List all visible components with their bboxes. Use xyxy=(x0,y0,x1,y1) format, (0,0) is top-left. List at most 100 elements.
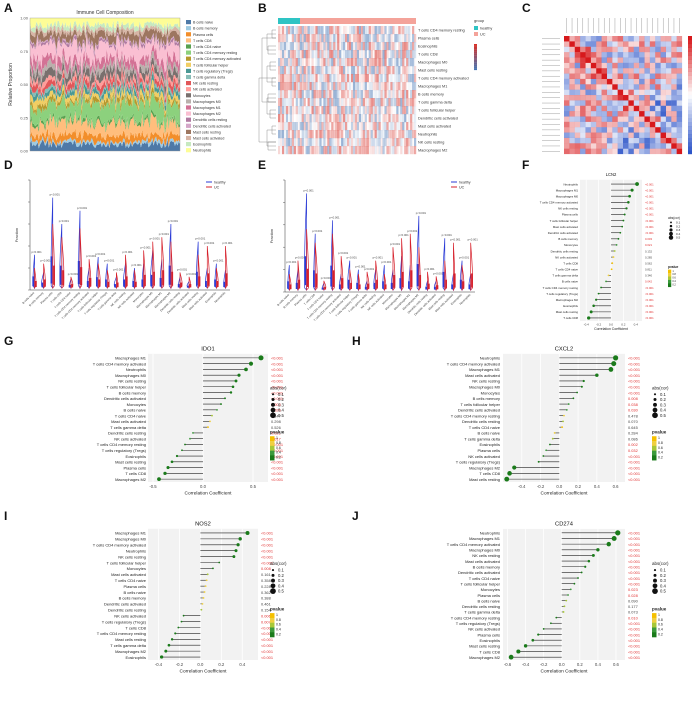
panel-c-corr-cell xyxy=(612,95,618,101)
panel-b-heat-cell xyxy=(327,106,330,115)
lollipop-point xyxy=(216,408,218,411)
panel-b-heat-cell xyxy=(370,138,373,147)
violin-box xyxy=(59,265,62,285)
panel-b-heat-cell xyxy=(323,42,326,51)
lollipop-row-label: T cells CD4 memory resting xyxy=(543,286,579,290)
panel-b-heat-cell xyxy=(370,74,373,83)
panel-b-heat-cell xyxy=(333,42,336,51)
panel-b-heat-cell xyxy=(311,106,314,115)
panel-c-corr-cell xyxy=(564,148,570,155)
lollipop-size-legend-dot xyxy=(670,221,672,224)
panel-c-corr-cell xyxy=(660,121,667,128)
panel-b-heat-cell xyxy=(354,98,358,107)
panel-b-heat-cell xyxy=(358,50,361,59)
panel-b-heat-cell xyxy=(335,90,338,99)
lollipop-pvalue-label: 0.478 xyxy=(628,413,638,418)
panel-b-heat-cell xyxy=(414,26,416,34)
panel-c-corr-cell xyxy=(671,41,677,47)
lollipop-size-legend-title: abs(cor) xyxy=(652,561,669,566)
lollipop-row-label: B cells memory xyxy=(119,596,146,601)
panel-c-corr-cell xyxy=(633,89,640,96)
panel-b-heat-cell xyxy=(350,98,354,107)
lollipop-size-legend-label: 0.3 xyxy=(278,578,285,583)
panel-b-heat-cell xyxy=(404,66,407,75)
lollipop-pvalue-label: 0.042 xyxy=(645,280,652,284)
panel-c-corr-cell xyxy=(633,68,640,74)
lollipop-point xyxy=(580,385,583,388)
panel-c-corr-cell xyxy=(569,116,575,122)
panel-b-heat-cell xyxy=(400,130,403,139)
panel-b-heat-cell xyxy=(390,122,393,131)
lollipop-size-legend-dot xyxy=(270,588,276,594)
panel-c-corr-cell xyxy=(676,78,683,85)
panel-b-heat-cell xyxy=(323,130,326,139)
panel-c-corr-cell xyxy=(639,116,645,122)
panel-c-corr-cell xyxy=(617,84,624,90)
panel-b-heat-cell xyxy=(317,50,320,59)
lollipop-point xyxy=(170,638,174,641)
panel-b-heat-cell xyxy=(352,146,356,155)
panel-b-heat-cell xyxy=(402,146,404,154)
lollipop-point xyxy=(607,274,610,277)
panel-b-heat-cell xyxy=(360,58,363,67)
lollipop-xtick: 0.0 xyxy=(200,484,207,489)
panel-b-heat-cell xyxy=(315,50,318,59)
panel-b-heat-cell xyxy=(384,114,387,123)
panel-b-heat-cell xyxy=(378,122,381,131)
panel-c-corr-cell xyxy=(590,137,597,144)
panel-b-heat-cell xyxy=(333,34,336,43)
panel-b-heat-cell xyxy=(384,130,387,139)
panel-b-heat-cell xyxy=(360,66,363,75)
panel-b-heat-cell xyxy=(317,98,320,107)
lollipop-row-label: B cells naive xyxy=(562,280,579,284)
violin-box xyxy=(225,273,228,286)
panel-b-heat-cell xyxy=(299,122,302,131)
violin-half xyxy=(313,233,316,292)
panel-c-corr-cell xyxy=(644,36,650,42)
panel-b-heat-cell xyxy=(350,130,354,139)
violin-box xyxy=(50,256,53,284)
panel-b-heat-cell xyxy=(283,90,287,99)
panel-b-heat-cell xyxy=(341,26,343,34)
panel-c-corr-cell xyxy=(628,100,634,106)
lollipop-xtick: 0.0 xyxy=(609,322,614,326)
lollipop-size-legend-label: 0.4 xyxy=(660,408,667,413)
panel-b-colorbar-segment xyxy=(474,50,477,52)
lollipop-row-label: Neutrophils xyxy=(126,548,146,553)
panel-c-corr-cell xyxy=(665,89,672,96)
panel-b-heat-cell xyxy=(360,90,363,99)
panel-b-heat-cell xyxy=(317,42,320,51)
panel-b-heat-cell xyxy=(400,138,403,147)
lollipop-size-legend-label: 0.1 xyxy=(660,568,667,573)
lollipop-size-legend-label: 0.5 xyxy=(278,589,285,594)
panel-c-corr-cell xyxy=(564,89,570,96)
panel-b-heat-cell xyxy=(319,114,322,123)
panel-b-heat-cell xyxy=(289,122,292,131)
panel-b-heat-cell xyxy=(325,66,328,75)
panel-b-heat-cell xyxy=(339,98,342,107)
lollipop-row-label: Dendritic cells resting xyxy=(462,419,500,424)
panel-c-corr-cell xyxy=(655,121,661,128)
panel-b-heat-cell xyxy=(305,50,308,59)
lollipop-xtick: 0.0 xyxy=(559,662,566,667)
panel-b-heat-cell xyxy=(412,106,415,115)
panel-c-corr-cell xyxy=(633,137,640,144)
panel-b-heat-cell xyxy=(392,146,395,155)
panel-b-heat-cell xyxy=(366,42,369,51)
panel-c-corr-cell xyxy=(569,57,575,63)
panel-b-heat-cell xyxy=(354,90,358,99)
violin-box xyxy=(338,284,341,290)
panel-b-heat-cell xyxy=(376,138,379,147)
panel-b-heat-cell xyxy=(388,26,391,35)
panel-c-corr-cell xyxy=(633,46,640,53)
panel-c-corr-cell xyxy=(601,62,608,69)
panel-b-heat-cell xyxy=(364,26,367,35)
lollipop-point xyxy=(555,616,558,619)
panel-c-corr-cell xyxy=(633,57,640,63)
panel-b-heat-cell xyxy=(372,42,375,51)
panel-c-corr-cell xyxy=(649,132,656,139)
panel-b-heat-cell xyxy=(341,106,344,115)
panel-c-corr-cell xyxy=(623,78,629,85)
panel-b-heat-cell xyxy=(374,82,377,91)
panel-c-corr-cell xyxy=(574,62,581,69)
